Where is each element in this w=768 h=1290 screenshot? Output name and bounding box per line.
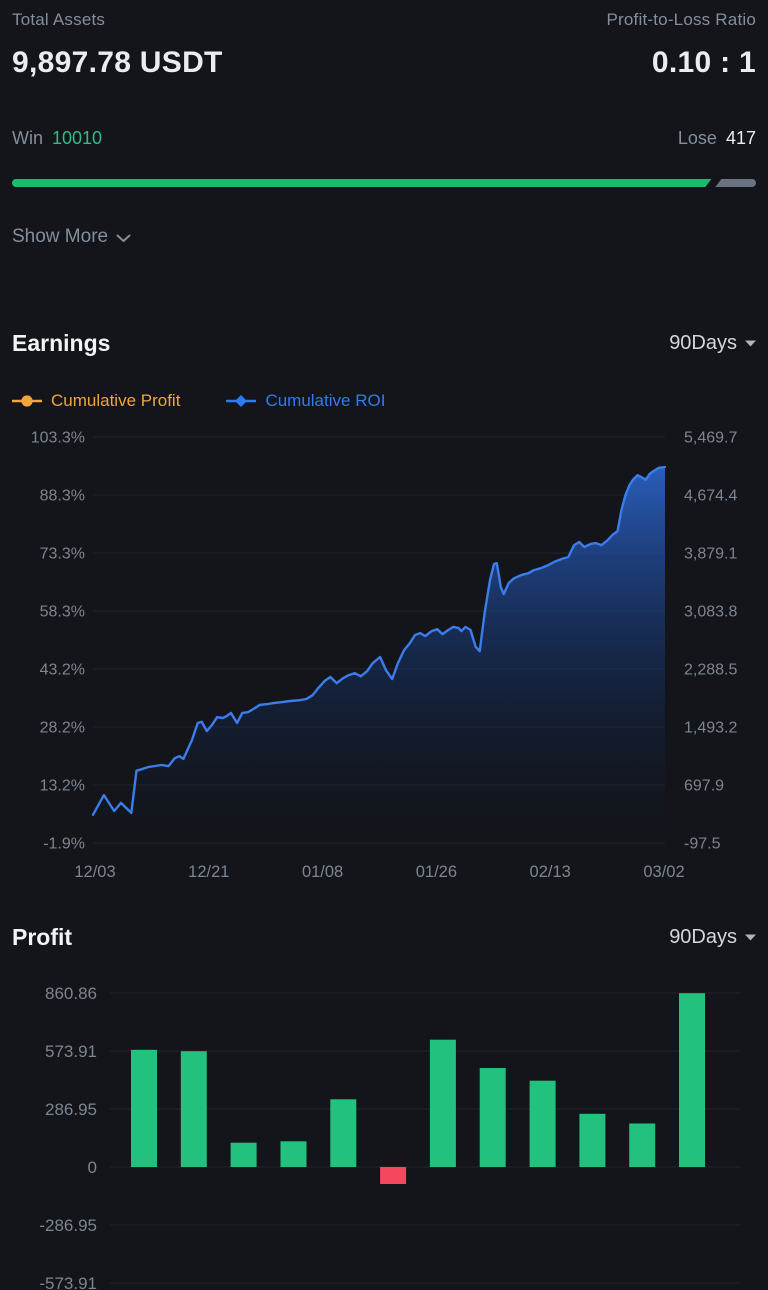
svg-text:02/13: 02/13 [530, 863, 571, 881]
profit-loss-ratio-label: Profit-to-Loss Ratio [606, 10, 756, 29]
earnings-legend: Cumulative Profit Cumulative ROI [12, 391, 385, 411]
lose-label: Lose [677, 128, 717, 148]
legend-label: Cumulative Profit [51, 391, 181, 410]
earnings-section-header: Earnings 90Days [12, 330, 756, 357]
svg-text:5,469.7: 5,469.7 [684, 430, 737, 447]
total-assets-value: 9,897.78 USDT [12, 46, 223, 79]
lose-value: 417 [725, 128, 756, 148]
svg-text:12/03: 12/03 [74, 863, 115, 881]
win-stat: Win 10010 [12, 128, 102, 149]
svg-text:103.3%: 103.3% [31, 430, 85, 447]
earnings-range-label: 90Days [669, 332, 737, 354]
show-more-button[interactable]: Show More [12, 226, 131, 248]
svg-text:43.2%: 43.2% [40, 662, 85, 679]
show-more-label: Show More [12, 226, 109, 247]
svg-text:-1.9%: -1.9% [43, 836, 85, 853]
svg-text:01/08: 01/08 [302, 863, 343, 881]
win-lose-row: Win 10010 Lose 417 [12, 128, 756, 149]
earnings-range-select[interactable]: 90Days [669, 332, 756, 355]
svg-text:01/26: 01/26 [416, 863, 457, 881]
svg-text:0: 0 [88, 1158, 97, 1177]
line-diamond-marker-icon [226, 395, 257, 407]
profit-section-header: Profit 90Days [12, 924, 756, 951]
win-value: 10010 [52, 128, 103, 148]
win-label: Win [12, 128, 43, 148]
svg-text:-573.91: -573.91 [39, 1274, 97, 1290]
win-rate-progress-bar [12, 179, 756, 187]
profit-range-select[interactable]: 90Days [669, 926, 756, 949]
svg-text:58.3%: 58.3% [40, 604, 85, 621]
win-progress-segment [12, 179, 711, 187]
svg-text:-286.95: -286.95 [39, 1216, 97, 1235]
earnings-area-chart[interactable]: 103.3% 5,469.7 88.3% 4,674.4 73.3% 3,879.1 58.… [0, 425, 768, 890]
line-circle-marker-icon [12, 395, 42, 407]
earnings-title: Earnings [12, 330, 111, 356]
profit-title: Profit [12, 924, 73, 950]
chevron-down-icon [116, 234, 131, 242]
svg-text:12/21: 12/21 [188, 863, 229, 881]
profit-bar-chart[interactable]: 860.86 573.91 286.95 0 -286.95 -573.91 [0, 958, 768, 1290]
caret-down-icon [745, 934, 756, 941]
svg-text:-97.5: -97.5 [684, 836, 721, 853]
profit-loss-ratio-stat: Profit-to-Loss Ratio 0.10 : 1 [607, 10, 757, 80]
total-assets-stat: Total Assets 9,897.78 USDT [12, 10, 223, 80]
svg-text:3,879.1: 3,879.1 [684, 546, 737, 563]
svg-text:1,493.2: 1,493.2 [684, 720, 737, 737]
svg-text:573.91: 573.91 [45, 1042, 97, 1061]
svg-text:2,288.5: 2,288.5 [684, 662, 737, 679]
profit-loss-ratio-value: 0.10 : 1 [651, 46, 756, 79]
profit-range-label: 90Days [669, 926, 737, 948]
svg-text:860.86: 860.86 [45, 984, 97, 1003]
svg-text:28.2%: 28.2% [40, 720, 85, 737]
lose-progress-segment [715, 179, 756, 187]
legend-label: Cumulative ROI [265, 391, 386, 410]
svg-text:13.2%: 13.2% [40, 778, 85, 795]
top-stats-row: Total Assets 9,897.78 USDT Profit-to-Los… [12, 10, 756, 80]
caret-down-icon [745, 340, 756, 347]
svg-text:73.3%: 73.3% [40, 546, 85, 563]
legend-item-cumulative-roi[interactable]: Cumulative ROI [226, 391, 385, 411]
lose-stat: Lose 417 [678, 128, 756, 149]
svg-text:3,083.8: 3,083.8 [684, 604, 737, 621]
svg-text:88.3%: 88.3% [40, 488, 85, 505]
svg-text:03/02: 03/02 [643, 863, 684, 881]
total-assets-label: Total Assets [12, 10, 106, 29]
svg-text:697.9: 697.9 [684, 778, 724, 795]
svg-text:286.95: 286.95 [45, 1100, 97, 1119]
legend-item-cumulative-profit[interactable]: Cumulative Profit [12, 391, 180, 411]
svg-text:4,674.4: 4,674.4 [684, 488, 737, 505]
